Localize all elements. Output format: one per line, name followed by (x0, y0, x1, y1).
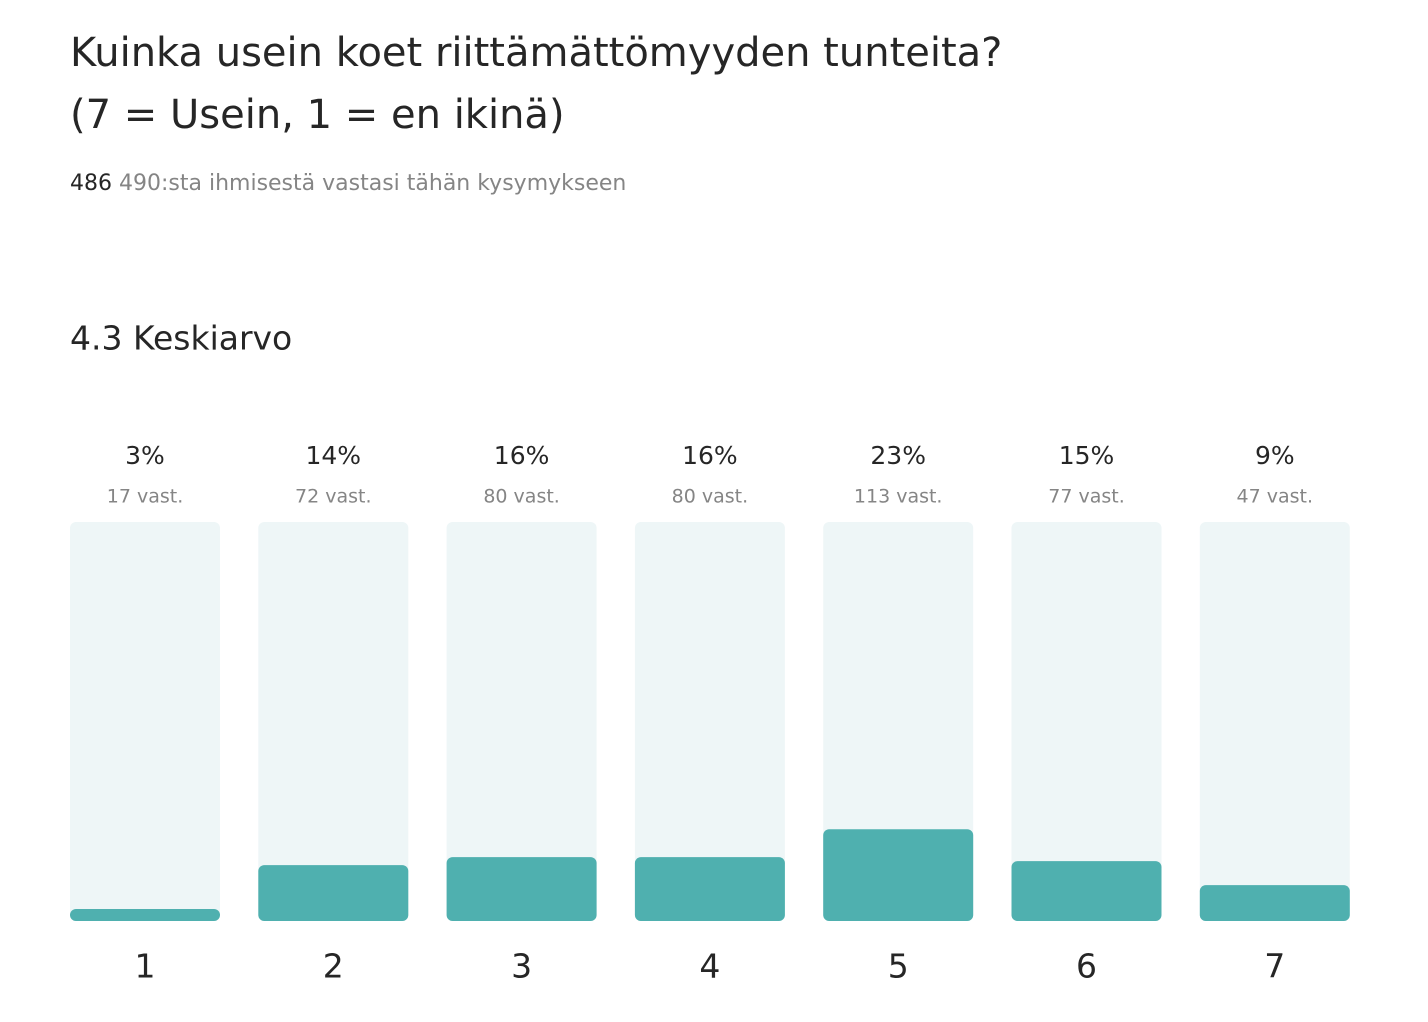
bar-track (258, 522, 409, 921)
count-label: 77 vast. (1048, 486, 1125, 508)
chart-title: Kuinka usein koet riittämättömyyden tunt… (70, 30, 1002, 76)
bar (1199, 885, 1350, 921)
bar (634, 857, 785, 921)
bar-track (1199, 522, 1350, 921)
chart-title: (7 = Usein, 1 = en ikinä) (70, 92, 565, 138)
bar-track (70, 522, 220, 921)
count-label: 80 vast. (483, 486, 560, 508)
x-tick-label: 7 (1264, 947, 1285, 986)
value-label: 3% (125, 441, 165, 470)
value-label: 16% (682, 441, 738, 470)
bar-track (1011, 522, 1162, 921)
bar (823, 829, 974, 921)
x-tick-label: 6 (1076, 947, 1097, 986)
bar (446, 857, 597, 921)
value-label: 15% (1059, 441, 1115, 470)
bar-track (823, 522, 974, 921)
bar-track (446, 522, 597, 921)
bar (1011, 861, 1162, 921)
mean: 4.3 Keskiarvo (70, 319, 292, 358)
value-label: 9% (1255, 441, 1295, 470)
count-label: 17 vast. (107, 486, 184, 508)
respondents: 486 (70, 171, 112, 196)
value-label: 14% (306, 441, 362, 470)
x-tick-label: 4 (699, 947, 720, 986)
count-label: 113 vast. (854, 486, 943, 508)
x-tick-label: 1 (135, 947, 156, 986)
x-tick-label: 2 (323, 947, 344, 986)
count-label: 47 vast. (1237, 486, 1314, 508)
bar (258, 865, 409, 921)
bar (70, 909, 220, 921)
x-tick-label: 3 (511, 947, 532, 986)
x-tick-label: 5 (888, 947, 909, 986)
count-label: 80 vast. (672, 486, 749, 508)
value-label: 23% (870, 441, 926, 470)
count-label: 72 vast. (295, 486, 372, 508)
value-label: 16% (494, 441, 550, 470)
subtitle: 486 490:sta ihmisestä vastasi tähän kysy… (70, 171, 626, 196)
subtitle-text: 490:sta ihmisestä vastasi tähän kysymyks… (119, 171, 626, 196)
bar-track (634, 522, 785, 921)
